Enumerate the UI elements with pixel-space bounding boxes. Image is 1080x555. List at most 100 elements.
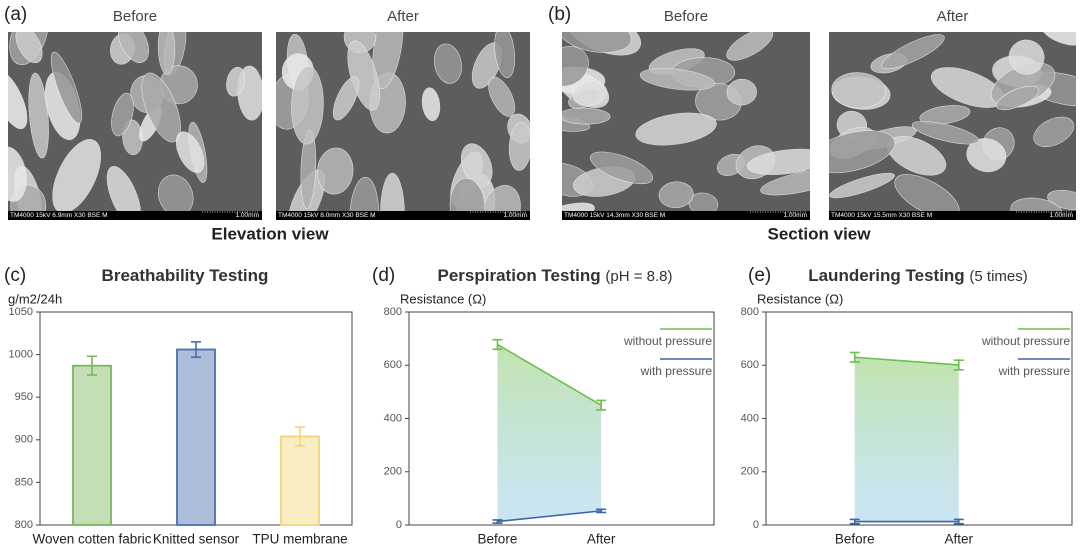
x-tick-label: Before [835, 532, 875, 547]
fiber-bundle [1040, 32, 1076, 46]
image-title: After [937, 8, 969, 25]
fiber-bundle [639, 67, 715, 91]
sem-image: TM4000 15kV 8.0mm X30 BSE M 1.00mm [276, 32, 530, 220]
error-bar [953, 359, 964, 371]
sem-texture [8, 32, 262, 220]
fiber-bundle [881, 34, 945, 70]
fiber-bundle [111, 92, 134, 137]
fiber-bundle [590, 151, 654, 185]
fiber-bundle [488, 76, 516, 117]
y-axis-label: g/m2/24h [8, 291, 62, 306]
y-tick-label: 1000 [9, 349, 33, 361]
legend-label: without pressure [981, 334, 1070, 348]
info-bar [8, 211, 262, 220]
fiber-bundle [316, 147, 354, 195]
image-title: Before [113, 8, 157, 25]
fiber-bundle [508, 122, 530, 171]
error-bar [295, 426, 305, 447]
title-main: Perspiration Testing [438, 266, 601, 285]
y-axis-label: Resistance (Ω) [757, 291, 843, 306]
x-tick-label: TPU membrane [252, 532, 347, 547]
x-tick-label: Woven cotten fabric [32, 532, 151, 547]
series-line [854, 356, 959, 366]
info-bar [829, 211, 1076, 220]
y-tick-label: 600 [741, 359, 759, 371]
panel-label: (e) [748, 265, 771, 286]
sem-image: TM4000 15kV 6.9mm X30 BSE M 1.00mm [8, 32, 262, 220]
fiber-bundle [829, 130, 896, 174]
fiber-bundle [8, 70, 28, 130]
title-main: Breathability Testing [102, 266, 269, 285]
image-scale: 1.00mm [1050, 212, 1073, 219]
panel-label: (a) [4, 4, 27, 25]
view-caption: Elevation view [211, 224, 329, 243]
x-tick-label: After [587, 532, 616, 547]
y-tick-label: 0 [396, 519, 402, 531]
chart-title: Breathability Testing [102, 266, 269, 285]
image-info: TM4000 15kV 6.9mm X30 BSE M [10, 212, 108, 219]
image-title: After [387, 8, 419, 25]
error-bar [191, 341, 201, 358]
info-bar [276, 211, 530, 220]
error-bar [596, 399, 607, 411]
y-tick-label: 600 [384, 359, 402, 371]
image-title: Before [664, 8, 708, 25]
chart-title: Laundering Testing (5 times) [808, 266, 1028, 285]
y-tick-label: 400 [741, 412, 759, 424]
sem-texture [829, 32, 1076, 220]
fiber-bundle [658, 181, 694, 209]
bar [280, 435, 320, 526]
image-scale: 1.00mm [784, 212, 807, 219]
fiber-bundle [831, 72, 886, 109]
image-scale: 1.00mm [236, 212, 259, 219]
bar [176, 348, 216, 526]
chart-title: Perspiration Testing (pH = 8.8) [438, 266, 673, 285]
y-tick-label: 900 [15, 434, 33, 446]
fiber-bundle [141, 72, 181, 143]
error-bar [849, 518, 860, 525]
fiber-bundle [421, 87, 441, 122]
fiber-bundle [15, 32, 43, 64]
title-sub: (pH = 8.8) [605, 268, 672, 285]
error-bar [849, 351, 860, 363]
series-line [497, 510, 602, 523]
fiber-bundle [746, 148, 810, 176]
y-tick-label: 800 [15, 519, 33, 531]
title-main: Laundering Testing [808, 266, 964, 285]
sem-image: TM4000 15kV 15.5mm X30 BSE M 1.00mm [829, 32, 1076, 220]
sem-image: TM4000 15kV 14.3mm X30 BSE M 1.00mm [562, 32, 810, 220]
y-tick-label: 0 [753, 519, 759, 531]
panel-label: (c) [4, 265, 26, 286]
fiber-bundle [291, 66, 324, 145]
fiber-bundle [919, 105, 971, 125]
fiber-bundle [50, 51, 83, 124]
fiber-bundle [996, 85, 1040, 111]
fiber-bundle [562, 107, 611, 125]
y-tick-label: 800 [741, 306, 759, 318]
fiber-bundle [175, 131, 205, 173]
image-scale: 1.00mm [504, 212, 527, 219]
series-line [497, 343, 602, 406]
error-bar [492, 338, 503, 351]
y-axis-label: Resistance (Ω) [400, 291, 486, 306]
fiber-bundle [106, 166, 141, 220]
bar [72, 364, 112, 526]
fiber-bundle [494, 32, 516, 79]
panel-label: (d) [372, 265, 395, 286]
fiber-bundle [226, 66, 246, 97]
image-info: TM4000 15kV 14.3mm X30 BSE M [564, 212, 665, 219]
y-tick-label: 1050 [9, 306, 33, 318]
fiber-bundle [726, 32, 774, 61]
fiber-bundle [8, 146, 27, 202]
image-info: TM4000 15kV 15.5mm X30 BSE M [831, 212, 932, 219]
fiber-bundle [332, 76, 360, 121]
sem-texture [562, 32, 810, 220]
legend-label: with pressure [640, 364, 713, 378]
y-tick-label: 850 [15, 476, 33, 488]
sem-texture [276, 32, 530, 220]
title-sub: (5 times) [969, 268, 1027, 285]
shaded-area [497, 344, 602, 522]
error-bar [596, 508, 607, 514]
info-bar [562, 211, 810, 220]
view-caption: Section view [768, 224, 872, 243]
